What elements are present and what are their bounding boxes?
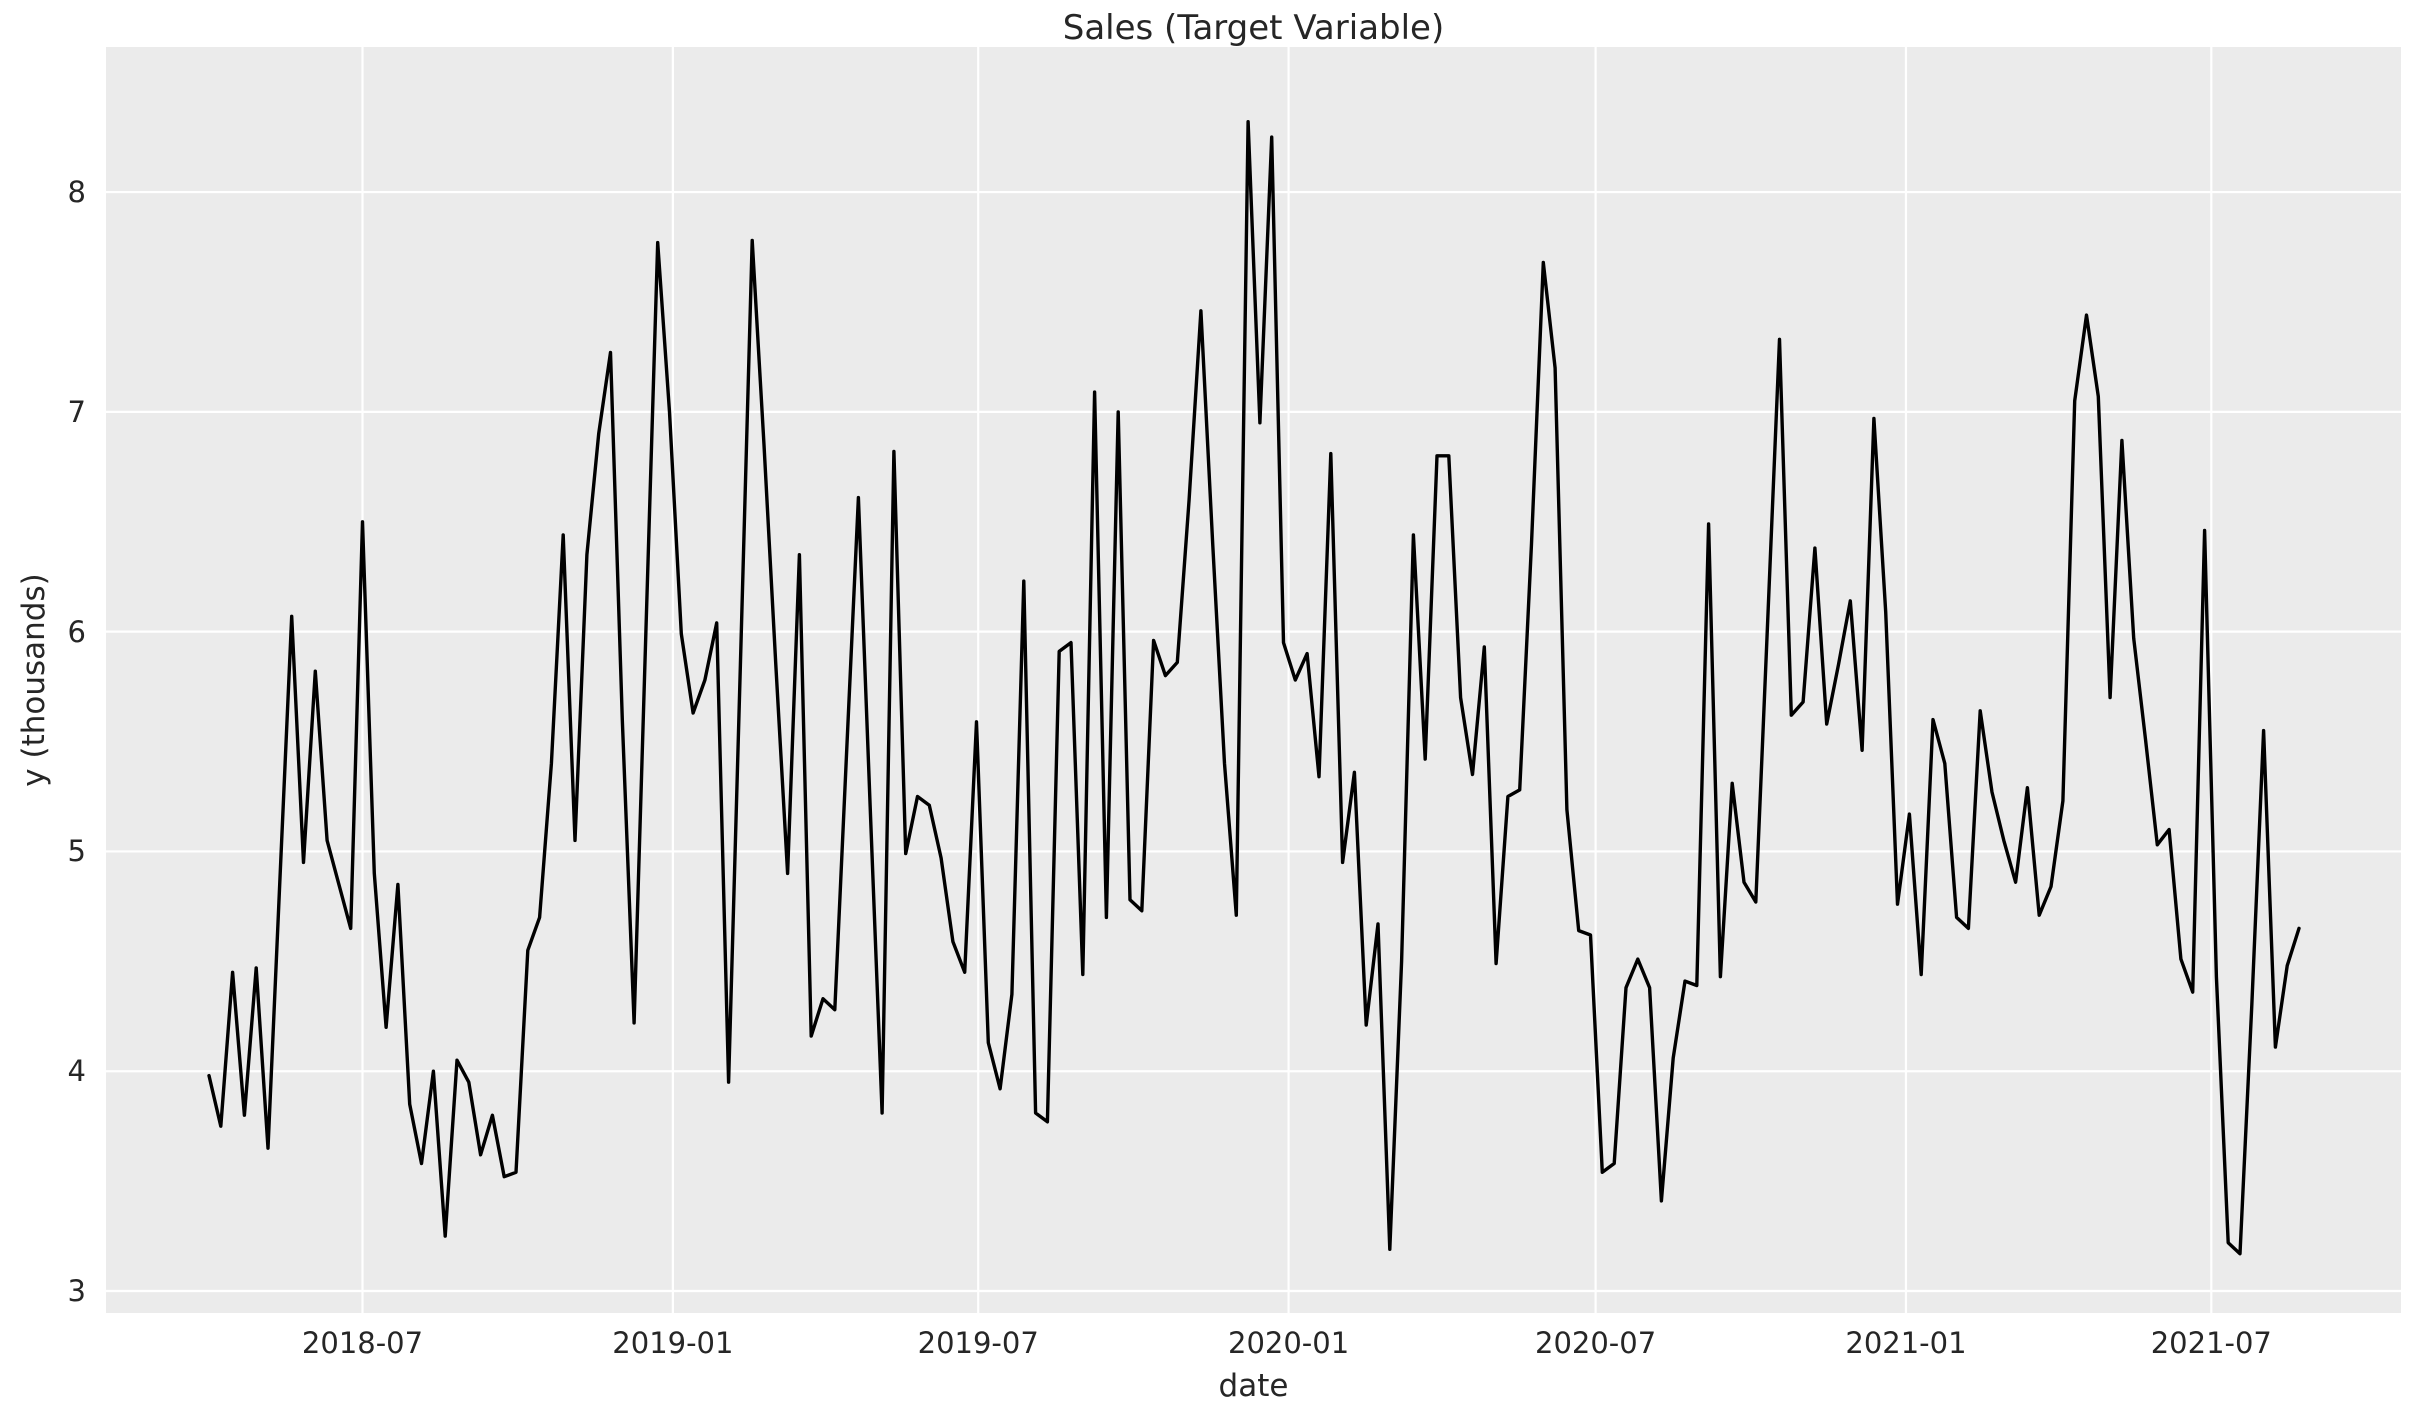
y-tick-label: 8 [67, 175, 86, 210]
chart-canvas [106, 47, 2401, 1313]
x-tick-label: 2021-07 [2150, 1326, 2272, 1360]
y-tick-label: 7 [67, 394, 86, 429]
y-tick-label: 5 [67, 834, 86, 869]
x-tick-label: 2019-07 [917, 1326, 1039, 1360]
x-tick-label: 2020-01 [1227, 1326, 1350, 1360]
y-axis-label: y (thousands) [16, 573, 52, 787]
x-tick-label: 2021-01 [1845, 1326, 1967, 1360]
plot-area [106, 47, 2401, 1313]
chart-title: Sales (Target Variable) [1062, 8, 1445, 48]
sales-line [207, 119, 2301, 1256]
y-tick-label: 6 [67, 614, 86, 649]
x-tick-label: 2018-07 [301, 1326, 424, 1360]
gridlines [106, 47, 2401, 1313]
x-axis-label: date [1218, 1368, 1289, 1404]
x-tick-label: 2019-01 [612, 1326, 734, 1360]
y-tick-label: 3 [67, 1274, 86, 1309]
x-tick-label: 2020-07 [1535, 1326, 1657, 1360]
y-tick-label: 4 [67, 1054, 86, 1089]
